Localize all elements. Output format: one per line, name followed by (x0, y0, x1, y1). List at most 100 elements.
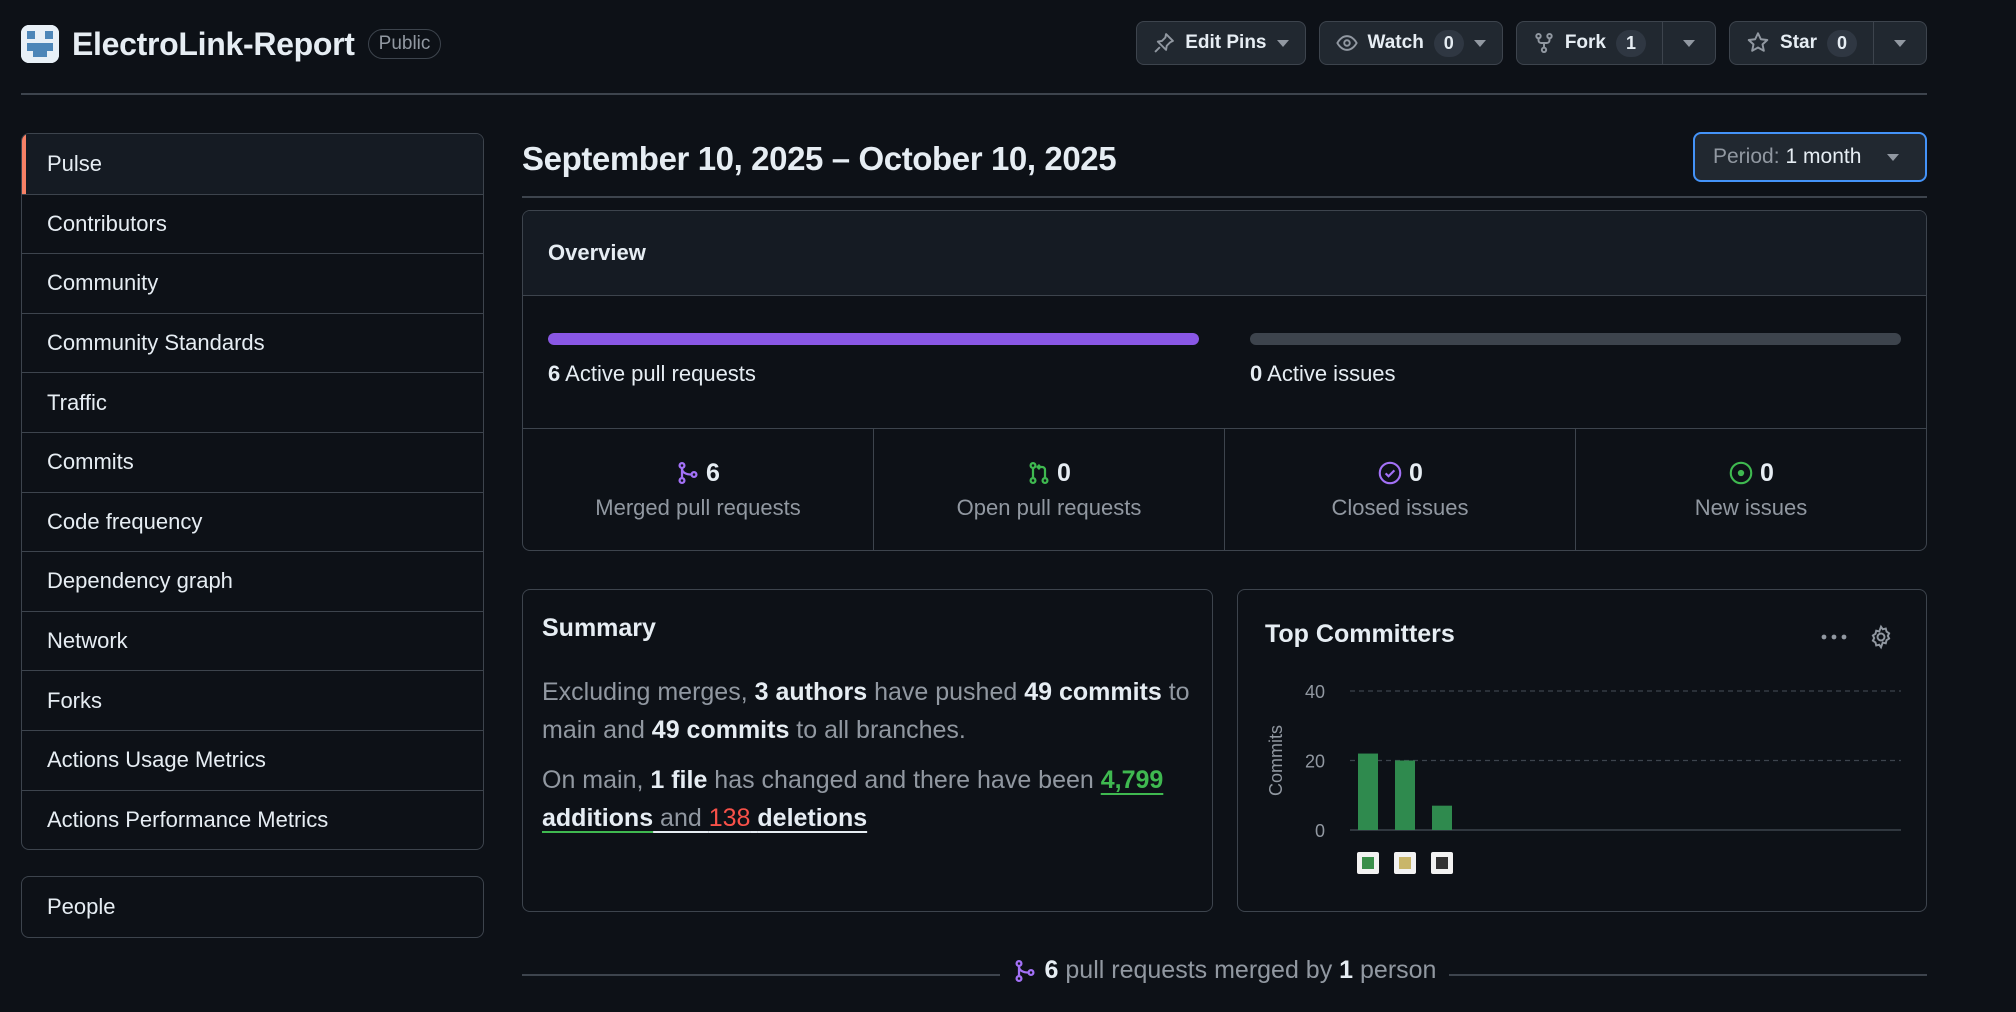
merged-icon (676, 461, 700, 485)
watch-group: Watch 0 (1318, 21, 1503, 65)
stat-value: 0 (1057, 458, 1071, 487)
files-count: 1 file (650, 766, 708, 794)
active-issues-text: Active issues (1267, 361, 1396, 386)
fork-group: Fork 1 (1515, 21, 1717, 65)
star-count: 0 (1826, 29, 1857, 57)
y-tick-label: 20 (1305, 752, 1325, 772)
repo-actions: Edit Pins Watch 0 (1136, 21, 1927, 65)
sidebar-item-people[interactable]: People (47, 893, 116, 919)
edit-pins-button[interactable]: Edit Pins (1137, 22, 1304, 64)
watch-button[interactable]: Watch 0 (1320, 22, 1502, 64)
stat-merged-prs[interactable]: 6 Merged pull requests (523, 429, 873, 550)
commits-main-count: 49 commits (1024, 678, 1162, 706)
sidebar-item-actions-usage-metrics[interactable]: Actions Usage Metrics (22, 729, 483, 790)
bar (1395, 760, 1415, 830)
stat-value: 6 (706, 458, 720, 487)
committer-avatar-mark (1436, 857, 1448, 869)
y-tick-label: 0 (1315, 821, 1325, 841)
sidebar-item-contributors[interactable]: Contributors (22, 193, 483, 254)
more-options-icon[interactable] (1820, 633, 1848, 641)
y-tick-label: 40 (1305, 682, 1325, 702)
page-title: September 10, 2025 – October 10, 2025 (522, 140, 1117, 177)
active-prs-bar-fill (548, 333, 1199, 345)
pull-request-icon (1027, 461, 1051, 485)
issue-closed-icon (1377, 460, 1403, 486)
period-select[interactable]: Period: 1 month (1693, 132, 1927, 182)
sidebar-item-commits[interactable]: Commits (22, 431, 483, 492)
active-issues-count: 0 (1250, 361, 1263, 386)
summary-changes-text: On main, 1 file has changed and there ha… (542, 766, 1164, 832)
eye-icon (1335, 32, 1358, 54)
committer-avatar-mark (1399, 857, 1411, 869)
bar (1358, 753, 1378, 830)
watch-label: Watch (1367, 32, 1424, 53)
sidebar-item-actions-performance-metrics[interactable]: Actions Performance Metrics (22, 789, 483, 850)
active-prs-block[interactable]: 6 Active pull requests (548, 333, 1199, 387)
stat-label: Open pull requests (956, 494, 1142, 520)
active-prs-label: 6 Active pull requests (548, 361, 1199, 387)
sidebar-item-network[interactable]: Network (22, 610, 483, 671)
top-committers-panel: Commits 0 20 40 Top Committers (1237, 589, 1927, 912)
edit-pins-group: Edit Pins (1136, 21, 1306, 65)
stat-new-issues[interactable]: 0 New issues (1575, 429, 1926, 550)
bar (1432, 805, 1452, 830)
chevron-down-icon (1894, 39, 1906, 47)
header-divider (21, 93, 1927, 95)
insights-menu: Pulse Contributors Community Community Stan… (21, 133, 484, 851)
stat-open-prs[interactable]: 0 Open pull requests (873, 429, 1224, 550)
sidebar-item-community-standards[interactable]: Community Standards (22, 312, 483, 373)
repo-avatar[interactable] (21, 25, 59, 63)
sidebar-item-community[interactable]: Community (22, 253, 483, 313)
sidebar-item-traffic[interactable]: Traffic (22, 372, 483, 432)
visibility-badge: Public (367, 29, 442, 59)
fork-dropdown-button[interactable] (1662, 22, 1715, 64)
summary-title: Summary (542, 614, 656, 642)
summary-authors-text: Excluding merges, 3 authors have pushed … (542, 678, 1190, 744)
fork-count: 1 (1616, 29, 1647, 57)
repo-forked-icon (1533, 32, 1555, 54)
top-committers-chart: Commits 0 20 40 (1266, 682, 1901, 874)
stat-label: Closed issues (1331, 494, 1469, 520)
period-prefix: Period: (1713, 145, 1780, 168)
stat-label: New issues (1694, 494, 1808, 520)
merger-count: 1 (1339, 956, 1354, 984)
footer-rule-left (522, 974, 1000, 976)
chevron-down-icon (1276, 39, 1289, 47)
sidebar-item-pulse[interactable]: Pulse (22, 134, 483, 194)
chevron-down-icon (1473, 39, 1486, 47)
fork-button[interactable]: Fork 1 (1517, 22, 1662, 64)
active-prs-count: 6 (548, 361, 561, 386)
chart-actions (1820, 624, 1894, 650)
sidebar-item-dependency-graph[interactable]: Dependency graph (22, 551, 483, 611)
overview-bars: 6 Active pull requests 0 Active issues (523, 296, 1926, 429)
summary-panel: Summary Excluding merges, 3 authors have… (522, 589, 1213, 912)
gear-icon[interactable] (1868, 624, 1894, 650)
sidebar-item-forks[interactable]: Forks (22, 670, 483, 730)
overview-title: Overview (523, 211, 1926, 296)
active-prs-text: Active pull requests (565, 361, 756, 386)
top-committers-title: Top Committers (1265, 620, 1455, 648)
star-button[interactable]: Star 0 (1730, 22, 1873, 64)
active-issues-label: 0 Active issues (1250, 361, 1901, 387)
people-menu: People (21, 876, 484, 938)
overview-panel: Overview 6 Active pull requests 0 Active… (522, 210, 1927, 551)
period-value: 1 month (1785, 145, 1862, 168)
merged-prs-summary: 6 pull requests merged by 1 person (522, 956, 1927, 985)
star-icon (1746, 31, 1770, 55)
additions-link[interactable]: 4,799 additions (542, 766, 1164, 832)
chevron-down-icon (1683, 39, 1696, 47)
sidebar-item-code-frequency[interactable]: Code frequency (22, 491, 483, 552)
star-dropdown-button[interactable] (1873, 22, 1926, 64)
merged-count: 6 (1044, 956, 1059, 984)
overview-stats: 6 Merged pull requests 0 Open pull reque… (523, 429, 1926, 550)
deletions-link[interactable]: and 138 deletions (653, 804, 868, 832)
merged-prs-footer: 6 pull requests merged by 1 person (522, 954, 1927, 994)
stat-closed-issues[interactable]: 0 Closed issues (1224, 429, 1575, 550)
merged-icon (1013, 959, 1037, 983)
edit-pins-label: Edit Pins (1185, 32, 1267, 53)
repo-header: ElectroLink-Report Public Edit Pins (21, 19, 1927, 69)
repo-name[interactable]: ElectroLink-Report (72, 25, 355, 62)
active-prs-bar (548, 333, 1199, 345)
active-issues-block[interactable]: 0 Active issues (1250, 333, 1901, 387)
stat-value: 0 (1760, 458, 1774, 487)
